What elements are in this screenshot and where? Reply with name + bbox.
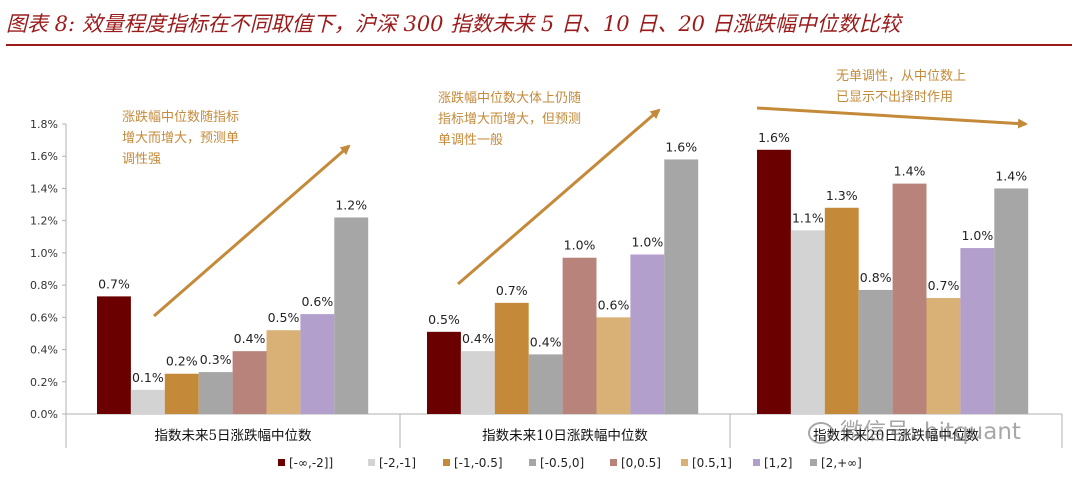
bar — [266, 330, 301, 414]
legend-swatch — [810, 459, 817, 466]
data-label: 1.1% — [792, 210, 824, 225]
trend-arrow — [756, 106, 1028, 129]
data-label: 0.7% — [928, 278, 960, 293]
bar — [164, 373, 199, 414]
data-label: 0.6% — [301, 294, 333, 309]
legend-label: [-2,-1] — [379, 456, 416, 470]
bar — [892, 183, 927, 414]
bar — [596, 317, 631, 414]
trend-arrow — [153, 144, 351, 318]
legend-label: [0,0.5] — [621, 456, 661, 470]
y-tick-label: 1.0% — [30, 247, 58, 260]
legend-swatch — [610, 459, 617, 466]
bar — [130, 389, 165, 414]
bar — [994, 188, 1029, 414]
x-category-label: 指数未来10日涨跌幅中位数 — [482, 428, 648, 444]
data-label: 0.5% — [268, 310, 300, 325]
legend-label: [0.5,1] — [692, 456, 732, 470]
y-tick-label: 0.2% — [30, 376, 58, 389]
bar — [790, 230, 825, 414]
data-label: 1.4% — [995, 168, 1027, 183]
legend-label: [1,2] — [764, 456, 792, 470]
figure-title: 图表 8: 效量程度指标在不同取值下，沪深 300 指数未来 5 日、10 日、… — [6, 12, 901, 36]
data-label: 0.2% — [166, 354, 198, 369]
title-rule — [6, 44, 1072, 46]
annotation-text: 无单调性，从中位数上 — [836, 69, 966, 84]
bar — [460, 351, 495, 414]
annotation-text: 涨跌幅中位数随指标 — [122, 109, 239, 125]
legend-swatch — [529, 459, 536, 466]
annotation-text: 单调性一般 — [438, 132, 503, 148]
data-label: 1.0% — [631, 235, 663, 250]
y-tick-label: 0.4% — [30, 344, 58, 357]
watermark: 微信号: hitquant — [808, 412, 1021, 446]
y-tick-label: 0.0% — [30, 408, 58, 421]
y-tick-label: 1.6% — [30, 150, 58, 163]
wechat-icon — [808, 421, 834, 444]
bar — [97, 296, 131, 414]
data-label: 1.2% — [335, 197, 367, 212]
y-tick-label: 1.8% — [30, 118, 58, 131]
data-label: 1.0% — [564, 238, 596, 253]
bar — [630, 254, 665, 414]
data-label: 0.4% — [234, 331, 266, 346]
bar — [198, 372, 233, 414]
bar — [926, 298, 961, 414]
y-tick-label: 0.8% — [30, 279, 58, 292]
bar — [334, 217, 369, 414]
data-label: 0.6% — [598, 297, 630, 312]
legend-label: [2,+∞] — [821, 456, 862, 470]
annotation-text: 已显示不出择时作用 — [836, 90, 953, 105]
data-label: 0.7% — [98, 276, 130, 291]
bar — [300, 314, 335, 414]
legend-label: [-∞,-2]] — [289, 456, 333, 470]
y-tick-label: 0.6% — [30, 311, 58, 324]
data-label: 1.0% — [961, 228, 993, 243]
bar — [757, 149, 791, 414]
legend-swatch — [443, 459, 450, 466]
x-category-label: 指数未来20日涨跌幅中位数 — [813, 428, 979, 444]
legend-swatch — [753, 459, 760, 466]
annotation-text: 指标增大而增大，但预测 — [438, 112, 581, 127]
data-label: 0.1% — [132, 370, 164, 385]
legend-label: [-1,-0.5] — [454, 456, 503, 470]
data-label: 1.4% — [894, 164, 926, 179]
watermark-text: 微信号: hitquant — [840, 419, 1021, 445]
data-label: 0.4% — [530, 334, 562, 349]
data-label: 0.4% — [462, 331, 494, 346]
bar — [858, 289, 893, 414]
bar — [562, 257, 597, 414]
data-label: 1.3% — [826, 188, 858, 203]
data-label: 1.6% — [758, 130, 790, 145]
data-label: 0.5% — [428, 312, 460, 327]
x-category-label: 指数未来5日涨跌幅中位数 — [154, 428, 312, 444]
data-label: 0.3% — [200, 352, 232, 367]
annotation-text: 涨跌幅中位数大体上仍随 — [438, 90, 581, 106]
bar — [494, 302, 529, 414]
data-label: 0.7% — [496, 283, 528, 298]
annotation-text: 增大而增大，预测单 — [122, 131, 239, 146]
bar — [960, 248, 995, 414]
data-label: 0.8% — [860, 270, 892, 285]
legend-label: [-0.5,0] — [540, 456, 584, 470]
data-label: 1.6% — [665, 139, 697, 154]
bar — [824, 207, 859, 414]
trend-arrow — [457, 108, 661, 286]
bar — [664, 159, 699, 414]
annotation-text: 调性强 — [122, 152, 161, 167]
bar — [232, 351, 267, 414]
legend-swatch — [368, 459, 375, 466]
legend-swatch — [278, 459, 285, 466]
y-tick-label: 1.2% — [30, 215, 58, 228]
legend-swatch — [681, 459, 688, 466]
bar — [427, 331, 461, 414]
bar — [528, 354, 563, 414]
y-tick-label: 1.4% — [30, 182, 58, 195]
